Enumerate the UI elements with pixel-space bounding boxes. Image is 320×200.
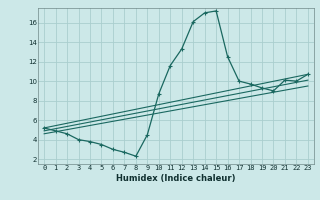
X-axis label: Humidex (Indice chaleur): Humidex (Indice chaleur) (116, 174, 236, 183)
